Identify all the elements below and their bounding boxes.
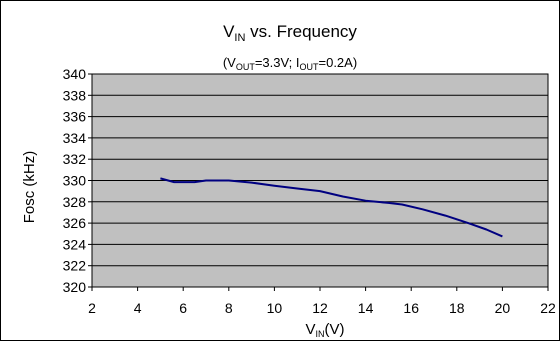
- y-tick-label-336: 336: [63, 109, 87, 125]
- x-tick-label-6: 6: [179, 300, 187, 316]
- x-axis-ticks: 2 4 6 8 10 12 14 16 18 20 22: [88, 287, 556, 316]
- y-tick-label-334: 334: [63, 130, 87, 146]
- x-tick-label-4: 4: [134, 300, 142, 316]
- x-axis-label: VIN(V): [305, 321, 344, 339]
- y-tick-label-328: 328: [63, 194, 87, 210]
- y-tick-label-322: 322: [63, 258, 87, 274]
- series-layer: [160, 177, 503, 238]
- x-tick-label-10: 10: [267, 300, 283, 316]
- chart-title: VIN vs. Frequency: [223, 22, 357, 44]
- x-tick-label-20: 20: [495, 300, 511, 316]
- series-line-0: [160, 177, 503, 238]
- y-tick-label-332: 332: [63, 151, 87, 167]
- y-tick-label-340: 340: [63, 66, 87, 82]
- x-tick-label-8: 8: [225, 300, 233, 316]
- y-tick-label-326: 326: [63, 215, 87, 231]
- x-tick-label-16: 16: [403, 300, 419, 316]
- y-tick-label-324: 324: [63, 236, 87, 252]
- y-tick-label-330: 330: [63, 173, 87, 189]
- y-axis-label: Fosc (kHz): [21, 151, 38, 224]
- x-tick-label-22: 22: [540, 300, 556, 316]
- x-tick-label-18: 18: [449, 300, 465, 316]
- y-axis-ticks: 320 322 324 326 328 330 332 334 336 338 340: [63, 66, 92, 295]
- chart-subtitle: (VOUT=3.3V; IOUT=0.2A): [223, 55, 357, 72]
- x-tick-label-12: 12: [312, 300, 328, 316]
- gridlines: [92, 94, 548, 267]
- x-tick-label-2: 2: [88, 300, 96, 316]
- x-tick-label-14: 14: [358, 300, 374, 316]
- y-tick-label-338: 338: [63, 87, 87, 103]
- y-tick-label-320: 320: [63, 279, 87, 295]
